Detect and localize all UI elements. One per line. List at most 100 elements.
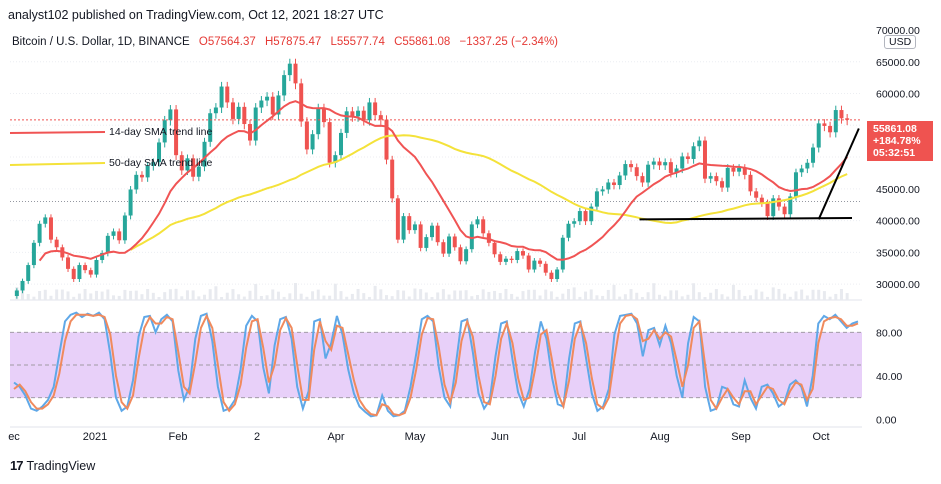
- candle-body: [367, 102, 372, 121]
- volume-bar: [112, 295, 116, 300]
- volume-bar: [134, 290, 138, 300]
- price-tick-label: 40000.00: [876, 216, 920, 228]
- volume-bar: [657, 294, 661, 300]
- volume-bar: [180, 296, 184, 300]
- volume-bar: [783, 293, 787, 300]
- candle-body: [26, 265, 31, 281]
- sma14-line: [38, 100, 848, 262]
- volume-bar: [72, 296, 76, 300]
- candle-body: [646, 164, 651, 183]
- price-tick-label: 70000.00: [876, 25, 920, 37]
- volume-bar: [21, 289, 25, 300]
- volume-bar: [606, 289, 610, 300]
- volume-bar: [800, 289, 804, 300]
- candle-body: [811, 147, 816, 163]
- currency-badge[interactable]: USD: [884, 35, 917, 49]
- candle-body: [54, 239, 59, 248]
- candle-body: [395, 198, 400, 240]
- volume-bar: [555, 296, 559, 300]
- volume-bar: [572, 287, 576, 300]
- candlestick-series: [14, 58, 850, 299]
- candle-body: [321, 108, 326, 123]
- volume-bar: [453, 290, 457, 300]
- volume-bar: [817, 289, 821, 300]
- candle-body: [71, 268, 76, 280]
- volume-bar: [612, 284, 616, 300]
- candle-body: [339, 132, 344, 156]
- candle-body: [412, 224, 417, 231]
- volume-bar: [146, 289, 150, 300]
- candle-body: [185, 158, 190, 171]
- volume-bar: [504, 289, 508, 300]
- volume-bar: [424, 292, 428, 300]
- candle-body: [572, 221, 577, 224]
- volume-bar: [237, 294, 241, 300]
- candle-body: [714, 176, 719, 182]
- ohlc-close: C55861.08: [394, 36, 451, 48]
- footer-brand-name: TradingView: [26, 458, 96, 473]
- volume-bar: [282, 296, 286, 300]
- candle-body: [230, 102, 235, 119]
- candle-body: [253, 107, 258, 141]
- candle-body: [589, 206, 594, 222]
- candle-body: [430, 225, 434, 238]
- candle-body: [583, 211, 588, 222]
- volume-bar: [640, 296, 644, 300]
- volume-bar: [174, 288, 178, 300]
- candle-body: [48, 217, 53, 240]
- candle-body: [833, 110, 838, 133]
- volume-bar: [436, 292, 440, 300]
- volume-bar: [430, 296, 434, 300]
- volume-bar: [669, 290, 673, 300]
- candle-body: [94, 259, 99, 275]
- volume-bar: [311, 291, 315, 300]
- candle-body: [611, 182, 616, 186]
- volume-bar: [276, 291, 280, 300]
- time-tick-label: Apr: [327, 431, 344, 443]
- candle-body: [538, 260, 543, 264]
- candle-body: [600, 189, 605, 192]
- volume-bar: [214, 286, 218, 300]
- candle-body: [361, 110, 366, 121]
- volume-bar: [720, 294, 724, 300]
- volume-bar: [635, 292, 639, 300]
- volume-bar: [220, 296, 224, 300]
- sma14-legend-swatch: [9, 131, 106, 134]
- volume-bar: [225, 292, 229, 300]
- volume-bar: [305, 296, 309, 300]
- candle-body: [333, 155, 338, 163]
- volume-bar: [271, 289, 275, 300]
- candle-body: [640, 176, 645, 183]
- footer-brand[interactable]: 17 TradingView: [10, 458, 95, 473]
- volume-bar: [265, 295, 269, 300]
- volume-bar: [60, 289, 64, 300]
- stochastic-tick-label: 40.00: [876, 371, 902, 383]
- volume-bar: [100, 291, 104, 300]
- volume-bar: [356, 289, 360, 300]
- volume-bar: [714, 289, 718, 300]
- candle-body: [122, 215, 127, 241]
- volume-bar: [203, 294, 207, 300]
- volume-bar: [703, 296, 707, 300]
- ohlc-low: L55577.74: [330, 36, 385, 48]
- candle-body: [265, 96, 270, 101]
- volume-bar: [589, 289, 593, 300]
- candle-body: [464, 249, 469, 262]
- volume-bar: [89, 293, 93, 300]
- candle-body: [287, 63, 292, 76]
- candle-body: [503, 258, 508, 262]
- volume-bar: [402, 290, 406, 300]
- candle-body: [441, 242, 446, 254]
- time-tick-label: Sep: [731, 431, 751, 443]
- candle-body: [14, 290, 19, 296]
- volume-bar: [692, 283, 696, 300]
- last-change-pct: +184.78%: [873, 135, 921, 147]
- last-price-tag: 55861.08 +184.78% 05:32:51: [867, 121, 933, 161]
- candle-body: [771, 198, 776, 217]
- publisher-line: analyst102 published on TradingView.com,…: [8, 8, 384, 22]
- candle-body: [401, 216, 406, 240]
- volume-bar: [737, 289, 741, 300]
- volume-bar: [157, 296, 161, 300]
- last-price: 55861.08: [873, 123, 917, 135]
